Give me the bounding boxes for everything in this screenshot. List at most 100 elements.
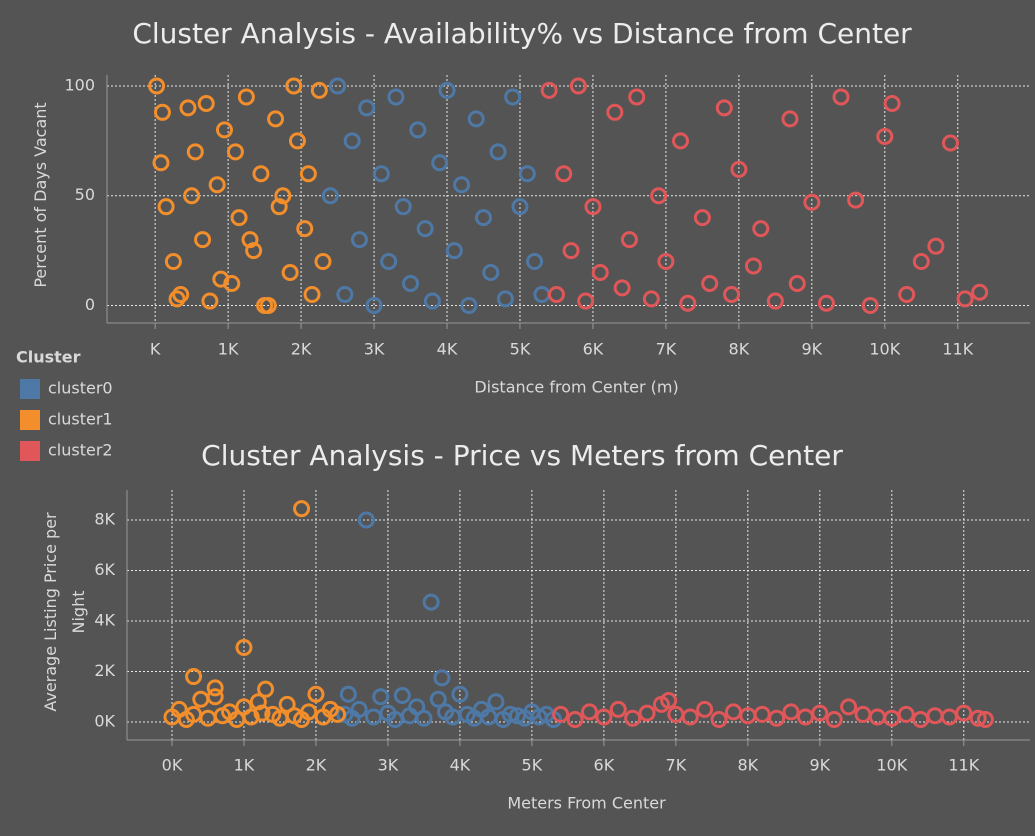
data-point (710, 710, 728, 728)
data-point (303, 285, 321, 303)
data-point (825, 710, 843, 728)
legend-label: cluster0 (48, 379, 113, 398)
data-point (566, 710, 584, 728)
data-point (854, 705, 872, 723)
data-point (868, 708, 886, 726)
data-point (206, 679, 224, 697)
data-point (956, 290, 974, 308)
data-point (693, 209, 711, 227)
data-point (467, 110, 485, 128)
data-point (577, 292, 595, 310)
data-point (339, 685, 357, 703)
data-point (237, 88, 255, 106)
data-point (365, 708, 383, 726)
data-point (402, 274, 420, 292)
y-axis-title: Average Listing Price per Night (41, 512, 88, 712)
data-point (547, 285, 565, 303)
data-point (433, 669, 451, 687)
data-point (847, 191, 865, 209)
x-axis-title: Meters From Center (507, 794, 666, 813)
data-point (482, 264, 500, 282)
data-point (148, 77, 166, 95)
legend-swatch (20, 441, 40, 461)
data-point (701, 274, 719, 292)
data-point (321, 187, 339, 205)
y-tick-label: 0K (94, 712, 115, 731)
data-point (451, 685, 469, 703)
x-tick-label: 7K (666, 756, 687, 775)
x-tick-label: 4K (437, 340, 458, 359)
x-tick-label: 6K (583, 340, 604, 359)
data-point (194, 231, 212, 249)
data-point (380, 253, 398, 271)
data-point (310, 81, 328, 99)
data-point (157, 198, 175, 216)
x-tick-label: 1K (234, 756, 255, 775)
data-point (438, 81, 456, 99)
legend-swatch (20, 410, 40, 430)
x-tick-label: 5K (522, 756, 543, 775)
data-point (817, 294, 835, 312)
data-point (422, 593, 440, 611)
data-point (533, 285, 551, 303)
data-point (752, 220, 770, 238)
data-point (628, 88, 646, 106)
data-point (153, 103, 171, 121)
data-point (883, 95, 901, 113)
chart-title: Cluster Analysis - Price vs Meters from … (201, 439, 843, 472)
data-point (415, 709, 433, 727)
data-point (206, 688, 224, 706)
data-point (969, 709, 987, 727)
data-point (299, 165, 317, 183)
data-point (445, 242, 463, 260)
data-point (185, 668, 203, 686)
y-tick-label: 100 (64, 75, 95, 94)
data-point (152, 154, 170, 172)
data-point (201, 292, 219, 310)
data-point (256, 296, 274, 314)
data-point (296, 220, 314, 238)
data-point (562, 242, 580, 260)
data-point (336, 285, 354, 303)
x-tick-label: K (150, 340, 161, 359)
data-point (696, 700, 714, 718)
data-point (179, 99, 197, 117)
data-point (941, 134, 959, 152)
data-point (212, 270, 230, 288)
data-point (270, 198, 288, 216)
data-point (329, 77, 347, 95)
data-point (460, 296, 478, 314)
x-tick-label: 8K (737, 756, 758, 775)
data-point (613, 279, 631, 297)
data-point (861, 296, 879, 314)
data-point (591, 264, 609, 282)
data-point (394, 198, 412, 216)
data-point (781, 110, 799, 128)
data-point (215, 121, 233, 139)
x-tick-label: 11K (942, 340, 973, 359)
data-point (372, 165, 390, 183)
data-point (253, 704, 271, 722)
x-tick-label: 5K (510, 340, 531, 359)
legend-label: cluster1 (48, 410, 113, 429)
data-point (423, 292, 441, 310)
data-point (226, 143, 244, 161)
data-point (650, 187, 668, 205)
data-point (609, 700, 627, 718)
data-point (285, 77, 303, 95)
data-point (715, 99, 733, 117)
data-point (723, 285, 741, 303)
data-point (252, 165, 270, 183)
data-point (642, 290, 660, 308)
data-point (504, 88, 522, 106)
y-tick-label: 6K (94, 560, 115, 579)
data-point (796, 708, 814, 726)
legend-label: cluster2 (48, 441, 113, 460)
data-point (242, 708, 260, 726)
data-point (387, 88, 405, 106)
data-point (898, 285, 916, 303)
x-tick-label: 9K (802, 340, 823, 359)
chart-title: Cluster Analysis - Availability% vs Dist… (132, 17, 912, 50)
